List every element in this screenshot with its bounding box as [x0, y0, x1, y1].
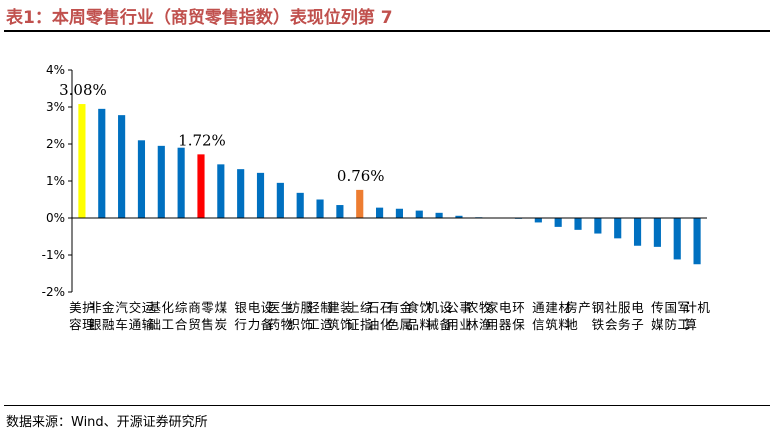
x-tick-label: 煤炭 [215, 300, 228, 332]
y-tick-label: 4% [46, 63, 65, 77]
x-tick-label: 汽车 [115, 300, 128, 332]
bar-综合 [177, 147, 185, 218]
bar-电力设备 [256, 172, 265, 218]
bar-group [78, 104, 701, 265]
x-tick-label: 通信 [532, 300, 545, 332]
page-title: 表1：本周零售行业（商贸零售指数）表现位列第 7 [6, 8, 393, 28]
x-tick-label: 传媒 [651, 300, 664, 332]
category-labels: 美容护理非银金融汽车交通运输基础化工综合商贸零售煤炭银行电力设备医药生物纺织服饰… [69, 300, 710, 332]
x-tick-label: 农林牧渔 [466, 300, 492, 332]
x-tick-label: 电力设备 [248, 300, 274, 332]
y-tick-label: 3% [46, 100, 65, 114]
bar-房地产 [574, 218, 582, 230]
x-tick-label: 电子 [631, 300, 644, 332]
x-tick-label: 建筑装饰 [327, 300, 353, 332]
bar-计算机 [693, 218, 701, 265]
x-tick-label: 轻工制造 [307, 300, 333, 332]
x-tick-label: 国防军工 [664, 300, 690, 332]
bar-医药生物 [276, 182, 284, 218]
bar-非银金融 [98, 108, 106, 218]
y-tick-label: 0% [46, 211, 65, 225]
x-tick-label: 银行 [234, 300, 247, 332]
bar-上证综指 [356, 189, 364, 218]
x-tick-label: 交通运输 [129, 300, 155, 332]
data-label: 1.72% [178, 131, 226, 149]
x-tick-label: 有色金属 [387, 300, 413, 332]
bar-机械设备 [435, 212, 443, 218]
data-label: 3.08% [59, 81, 107, 99]
x-tick-label: 环保 [512, 300, 525, 332]
x-tick-label: 公用事业 [446, 300, 472, 332]
x-tick-label: 基础化工 [149, 300, 175, 332]
x-tick-label: 石油石化 [367, 300, 393, 332]
title-underline [4, 30, 770, 32]
x-tick-label: 社会服务 [605, 300, 631, 332]
bar-轻工制造 [316, 199, 324, 218]
x-tick-label: 上证综指 [347, 300, 373, 332]
x-tick-label: 家用电器 [486, 300, 512, 332]
bar-传媒 [653, 218, 661, 247]
bar-电子 [633, 218, 642, 246]
footer-divider [4, 405, 770, 406]
x-tick-label: 综合 [175, 300, 188, 332]
bar-交通运输 [137, 140, 146, 218]
bar-钢铁 [594, 218, 602, 234]
y-axis: -2% -1% 0% 1% 2% 3% 4% [42, 63, 73, 299]
bar-纺织服饰 [296, 192, 304, 218]
bar-国防军工 [673, 218, 681, 260]
bar-基础化工 [157, 145, 165, 218]
x-tick-label: 商贸零售 [188, 300, 214, 332]
annotations: 3.08% 1.72% 0.76% [59, 81, 384, 185]
bar-石油石化 [376, 207, 384, 218]
bar-美容护理 [78, 104, 86, 218]
data-label: 0.76% [337, 167, 385, 185]
bar-社会服务 [614, 218, 622, 239]
bar-煤炭 [217, 164, 225, 218]
bar-银行 [237, 169, 245, 218]
y-tick-label: -1% [42, 248, 65, 262]
bar-商贸零售 [197, 154, 205, 218]
x-tick-label: 医药生物 [268, 300, 294, 332]
x-tick-label: 美容护理 [69, 300, 95, 332]
y-tick-label: 2% [46, 137, 65, 151]
source-note: 数据来源：Wind、开源证券研究所 [6, 415, 208, 430]
bar-公用事业 [455, 215, 463, 218]
bar-建筑装饰 [336, 205, 344, 218]
bar-汽车 [118, 115, 126, 218]
bar-通信 [534, 218, 542, 223]
x-tick-label: 房地产 [565, 300, 591, 332]
x-tick-label: 钢铁 [592, 300, 605, 332]
x-tick-label: 建筑材料 [545, 300, 571, 332]
bar-食品饮料 [415, 210, 423, 218]
y-tick-label: -2% [42, 285, 65, 299]
x-tick-label: 机械设备 [426, 300, 452, 332]
x-tick-label: 计算机 [684, 300, 710, 332]
y-tick-label: 1% [46, 174, 65, 188]
x-tick-label: 食品饮料 [407, 300, 433, 332]
x-tick-label: 非银金融 [89, 300, 115, 332]
x-tick-label: 纺织服饰 [287, 300, 313, 332]
bar-建筑材料 [554, 218, 562, 227]
bar-有色金属 [395, 208, 403, 218]
